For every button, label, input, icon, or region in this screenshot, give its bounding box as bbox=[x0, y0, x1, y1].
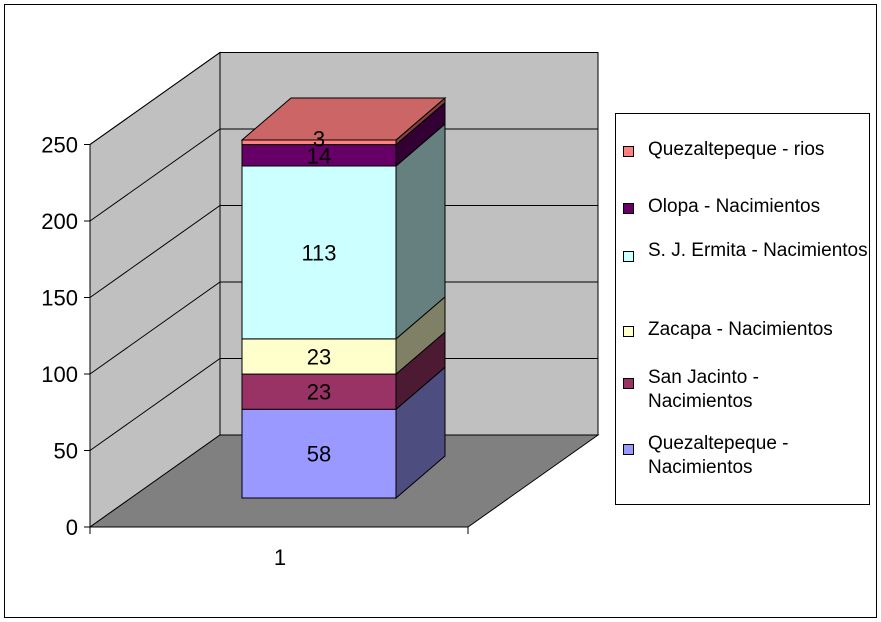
data-label: 23 bbox=[307, 344, 331, 369]
gridline bbox=[89, 358, 598, 451]
legend-label: Quezaltepeque - Nacimientos bbox=[648, 433, 789, 478]
bar-segment-zacapa-nacimientos bbox=[241, 295, 446, 376]
y-tick-label: 150 bbox=[41, 286, 78, 311]
data-label: 3 bbox=[313, 126, 325, 151]
y-tick-label: 100 bbox=[41, 362, 78, 387]
legend: Quezaltepeque - rios Olopa - Nacimientos S… bbox=[615, 113, 870, 505]
legend-label: S. J. Ermita - Nacimientos bbox=[648, 240, 868, 261]
bar-segment-s-j-ermita-nacimientos bbox=[241, 122, 446, 340]
gridline bbox=[89, 281, 598, 375]
bar-front bbox=[241, 408, 397, 499]
y-tick-label: 50 bbox=[54, 439, 78, 464]
legend-item-quezaltepeque-rios: Quezaltepeque - rios bbox=[616, 122, 871, 182]
bar-segment-quezaltepeque-nacimientos bbox=[241, 366, 446, 500]
gridline bbox=[89, 128, 598, 222]
y-tick-label: 250 bbox=[41, 133, 78, 158]
data-label: 58 bbox=[307, 442, 331, 467]
data-label: 113 bbox=[301, 240, 336, 265]
bar-segment-quezaltepeque-rios bbox=[240, 96, 447, 146]
legend-swatch bbox=[623, 146, 634, 157]
legend-item-olopa-nacimientos: Olopa - Nacimientos bbox=[616, 179, 871, 239]
y-tick-label: 0 bbox=[66, 515, 78, 540]
legend-item-zacapa-nacimientos: Zacapa - Nacimientos bbox=[616, 302, 871, 362]
data-label: 23 bbox=[307, 380, 331, 405]
legend-label: Zacapa - Nacimientos bbox=[648, 319, 833, 340]
bar-top bbox=[240, 97, 447, 141]
legend-label: Olopa - Nacimientos bbox=[648, 196, 821, 217]
legend-item-s-j-ermita-nacimientos: S. J. Ermita - Nacimientos bbox=[616, 234, 871, 294]
data-label: 14 bbox=[307, 143, 331, 168]
legend-swatch bbox=[623, 444, 634, 455]
legend-label: Quezaltepeque - rios bbox=[648, 139, 825, 160]
legend-swatch bbox=[623, 251, 634, 262]
legend-swatch bbox=[623, 203, 634, 214]
bar-front bbox=[241, 338, 397, 375]
gridline bbox=[89, 52, 598, 145]
legend-swatch bbox=[623, 378, 634, 389]
legend-item-quezaltepeque-nacimientos: Quezaltepeque - Nacimientos bbox=[616, 427, 871, 487]
bar-segment-san-jacinto-nacimientos bbox=[241, 330, 446, 411]
gridline bbox=[89, 205, 598, 298]
legend-item-san-jacinto-nacimientos: San Jacinto - Nacimientos bbox=[616, 361, 871, 421]
legend-swatch bbox=[623, 326, 634, 337]
x-tick-label: 1 bbox=[274, 545, 286, 570]
bar-front bbox=[241, 165, 397, 340]
y-tick-label: 200 bbox=[41, 209, 78, 234]
legend-label: San Jacinto - Nacimientos bbox=[648, 367, 759, 412]
